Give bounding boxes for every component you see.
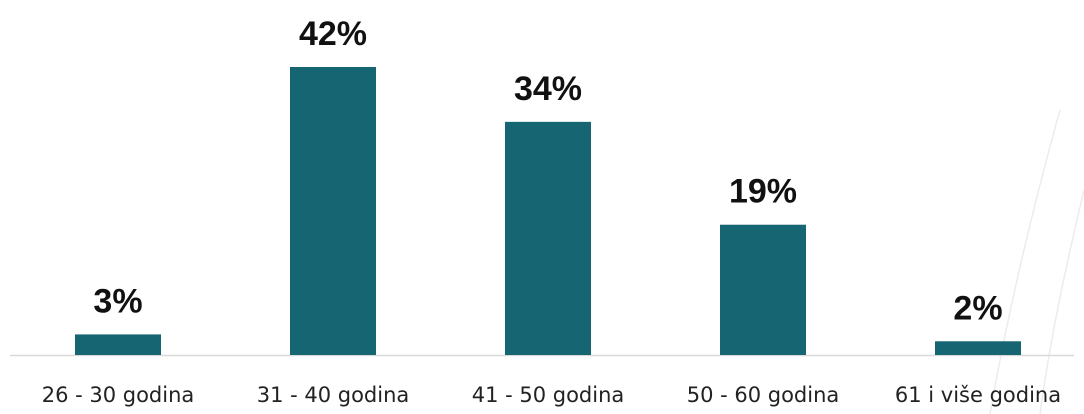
- bar-5: [935, 341, 1021, 355]
- bar-3: [505, 121, 591, 355]
- data-label-5: 2%: [953, 289, 1002, 327]
- decor-line: [989, 109, 1061, 414]
- bar-1: [75, 334, 161, 355]
- background-decoration: [989, 109, 1084, 414]
- bar-4: [720, 224, 806, 355]
- data-labels-group: 3% 42% 34% 19% 2%: [93, 15, 1002, 327]
- data-label-2: 42%: [299, 15, 367, 53]
- data-label-4: 19%: [729, 173, 797, 211]
- x-tick-label-4: 50 - 60 godina: [687, 383, 840, 407]
- x-tick-labels-group: 26 - 30 godina 31 - 40 godina 41 - 50 godi…: [42, 383, 1061, 407]
- bars-group: [75, 67, 1021, 355]
- decor-line: [1039, 189, 1084, 414]
- data-label-1: 3%: [93, 282, 142, 320]
- x-tick-label-2: 31 - 40 godina: [257, 383, 410, 407]
- data-label-3: 34%: [514, 70, 582, 108]
- x-tick-label-3: 41 - 50 godina: [472, 383, 625, 407]
- bar-2: [290, 67, 376, 355]
- x-tick-label-1: 26 - 30 godina: [42, 383, 195, 407]
- x-tick-label-5: 61 i više godina: [895, 383, 1061, 407]
